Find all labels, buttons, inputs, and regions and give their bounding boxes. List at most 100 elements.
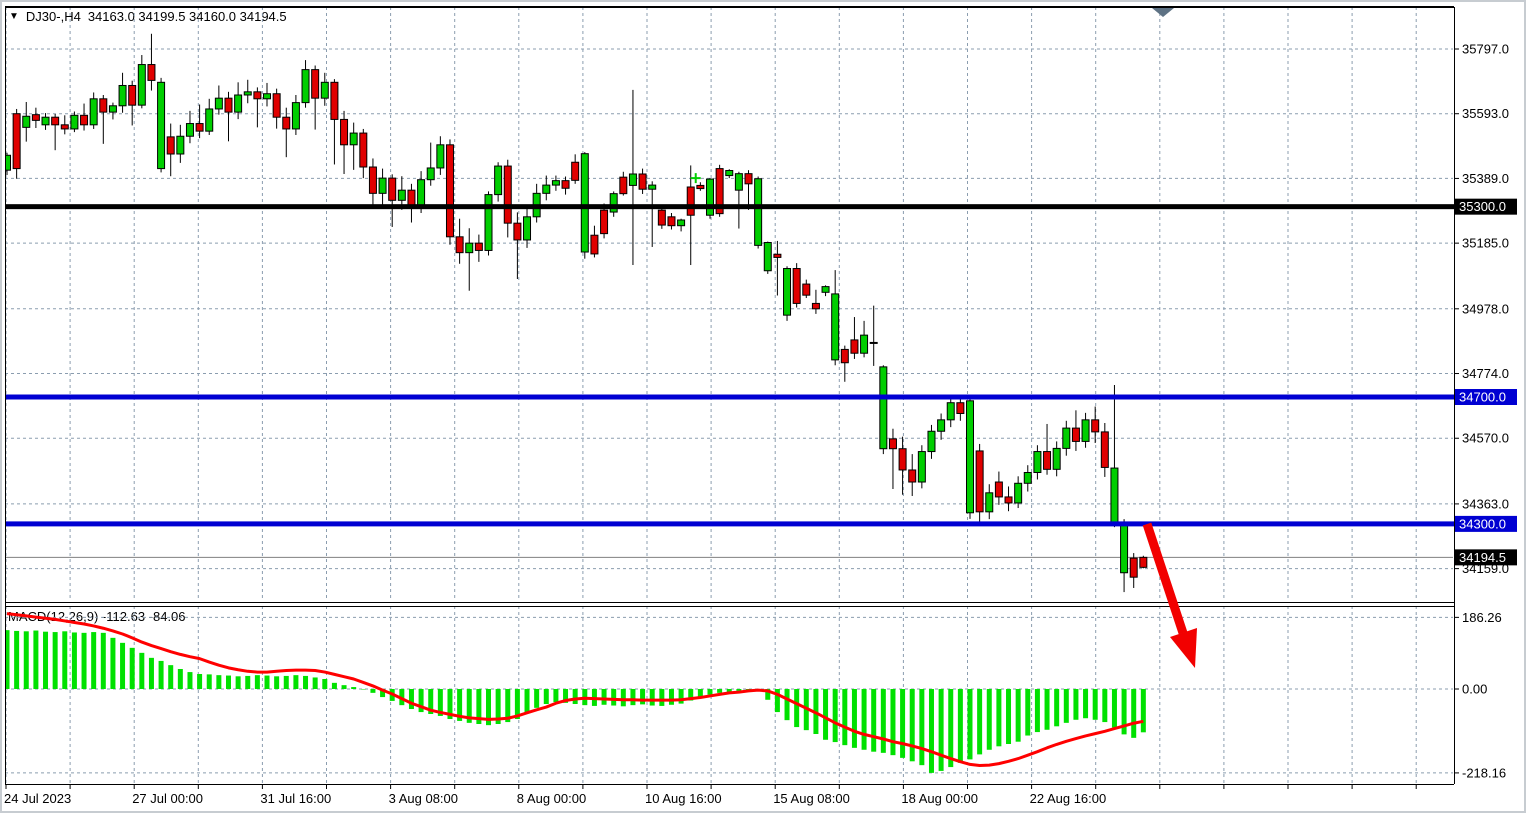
price-badge-34700.0 xyxy=(1455,388,1517,405)
candle-body xyxy=(137,64,146,106)
candle-body xyxy=(600,209,609,235)
candle-body xyxy=(638,173,647,190)
candle-body xyxy=(744,173,753,185)
candle-body xyxy=(128,84,137,106)
hline-35300.0[interactable] xyxy=(5,204,1454,210)
price-badge-35300.0 xyxy=(1455,198,1517,215)
pane-borders xyxy=(5,6,1455,785)
candle-body xyxy=(185,123,194,137)
candle-body xyxy=(417,179,426,209)
candle-body xyxy=(291,102,300,130)
candle-body xyxy=(773,253,782,258)
chart-titlebar: ▼ DJ30-,H4 34163.0 34199.5 34160.0 34194… xyxy=(9,9,287,24)
candle-body xyxy=(580,153,589,253)
candle-body xyxy=(1091,419,1100,433)
candle-body xyxy=(551,180,560,186)
candle-body xyxy=(1014,482,1023,504)
candle-body xyxy=(1004,496,1013,504)
price-tick-label: 34978.0 xyxy=(1462,301,1509,316)
price-tick-label: 35185.0 xyxy=(1462,236,1509,251)
candle-body xyxy=(590,234,599,255)
candle-body xyxy=(243,91,252,96)
candle-body xyxy=(108,105,117,113)
time-tick-label: 15 Aug 08:00 xyxy=(773,791,850,806)
macd-tick-label: 0.00 xyxy=(1462,682,1487,697)
time-tick-label: 31 Jul 16:00 xyxy=(260,791,331,806)
candle-body xyxy=(263,93,272,100)
candle-body xyxy=(6,154,11,171)
candle-body xyxy=(696,184,705,190)
candle-body xyxy=(368,166,377,194)
candle-body xyxy=(349,132,358,146)
candle-body xyxy=(51,116,60,126)
candle-body xyxy=(792,268,801,304)
candle-body xyxy=(994,481,1003,498)
chart-shift-triangle-icon[interactable] xyxy=(1152,8,1174,17)
time-axis[interactable]: 24 Jul 2023 27 Jul 00:00 31 Jul 16:00 3 Aug… xyxy=(4,785,1417,806)
candle-body xyxy=(946,402,955,421)
candle-body xyxy=(850,339,859,354)
svg-text:34300.0: 34300.0 xyxy=(1459,516,1506,531)
candle-body xyxy=(147,64,156,81)
candle-body xyxy=(1043,451,1052,470)
candle-body xyxy=(734,173,743,191)
candle-body xyxy=(715,168,724,215)
candle-body xyxy=(561,180,570,189)
candle-body xyxy=(1100,431,1109,468)
candle-body xyxy=(1110,467,1119,525)
candle-body xyxy=(686,186,695,216)
price-tick-label: 35797.0 xyxy=(1462,42,1509,57)
candle-body xyxy=(455,236,464,254)
hline-34300.0[interactable] xyxy=(5,521,1454,527)
candle-body xyxy=(166,136,175,155)
candle-body xyxy=(898,448,907,471)
candle-body xyxy=(465,242,474,254)
candle-body xyxy=(811,302,820,310)
candle-body xyxy=(1120,522,1129,574)
candle-body xyxy=(763,242,772,272)
candle-body xyxy=(542,184,551,194)
candle-body xyxy=(474,242,483,251)
symbol-timeframe-label: DJ30-,H4 xyxy=(25,9,81,24)
time-tick-label: 18 Aug 00:00 xyxy=(901,791,978,806)
candle-body xyxy=(523,216,532,241)
macd-tick-label: -218.16 xyxy=(1462,765,1506,780)
symbol-dropdown-icon[interactable]: ▼ xyxy=(9,10,19,22)
time-tick-label: 3 Aug 08:00 xyxy=(389,791,458,806)
candle-body xyxy=(205,108,214,132)
hline-34700.0[interactable] xyxy=(5,394,1454,400)
candle-body xyxy=(917,451,926,483)
price-badge-34300.0 xyxy=(1455,515,1517,532)
candle-body xyxy=(234,94,243,113)
candle-body xyxy=(657,209,666,226)
candle-body xyxy=(1052,447,1061,470)
macd-histogram xyxy=(6,630,1146,773)
candle-body xyxy=(80,114,89,126)
candle-body xyxy=(445,144,454,238)
down-arrow-annotation[interactable] xyxy=(1142,522,1197,668)
candle-body xyxy=(118,84,127,107)
candle-body xyxy=(214,97,223,110)
candle-body xyxy=(1139,556,1148,568)
price-tick-label: 35389.0 xyxy=(1462,171,1509,186)
candle-body xyxy=(503,165,512,224)
candle-body xyxy=(60,124,69,130)
macd-pane-grid xyxy=(6,607,1453,783)
candle-body xyxy=(484,194,493,251)
candle-body xyxy=(956,402,965,414)
candle-body xyxy=(1129,557,1138,578)
candle-body xyxy=(388,177,397,201)
candle-body xyxy=(869,341,878,344)
candle-body xyxy=(12,113,21,170)
candle-body xyxy=(70,114,79,130)
candle-body xyxy=(224,97,233,113)
price-pane-grid xyxy=(6,8,1453,601)
candle-body xyxy=(282,116,291,130)
price-axis[interactable]: 35797.0 35593.0 35389.0 35185.0 34978.0 34774… xyxy=(1454,42,1517,781)
candle-body xyxy=(975,450,984,513)
candle-body xyxy=(1062,427,1071,449)
time-tick-label: 22 Aug 16:00 xyxy=(1030,791,1107,806)
candle-body xyxy=(494,165,503,196)
candle-body xyxy=(31,114,40,121)
